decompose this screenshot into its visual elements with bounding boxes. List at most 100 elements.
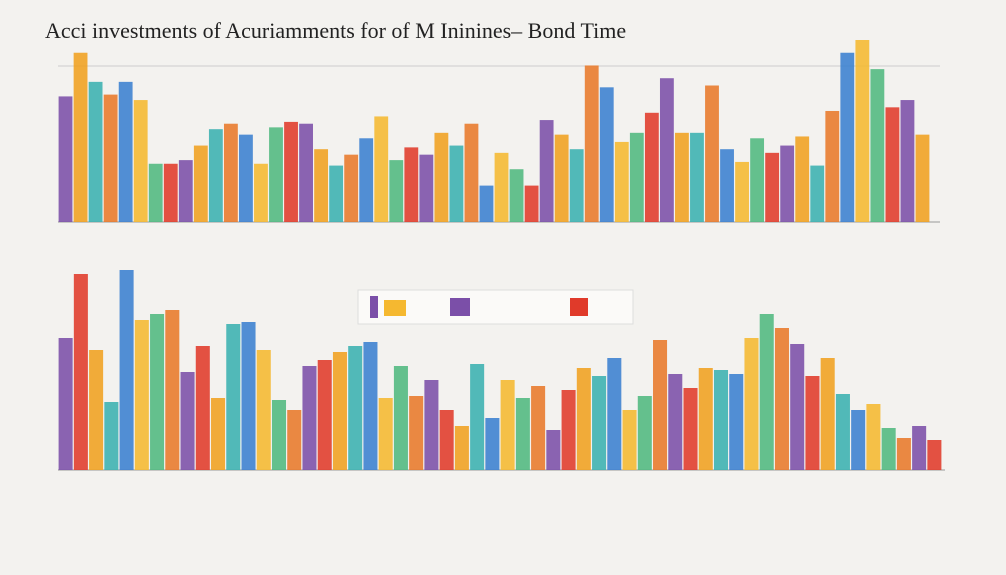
bar <box>449 145 464 222</box>
bar <box>58 96 73 222</box>
bar <box>912 426 927 470</box>
bar <box>494 152 509 222</box>
bar <box>424 380 439 470</box>
bar <box>855 40 870 222</box>
bar <box>73 52 88 222</box>
bar <box>644 112 659 222</box>
bar <box>256 350 271 470</box>
bar <box>509 169 524 222</box>
bar <box>58 338 73 470</box>
bar <box>104 402 119 470</box>
bar <box>409 396 424 470</box>
bar <box>302 366 317 470</box>
bar <box>765 152 780 222</box>
bar <box>810 165 825 222</box>
bar <box>805 376 820 470</box>
bar <box>576 368 591 470</box>
bar <box>329 165 344 222</box>
bar <box>378 398 393 470</box>
bar <box>119 270 134 470</box>
bar <box>607 358 622 470</box>
bar <box>729 374 744 470</box>
bar <box>287 410 302 470</box>
bar <box>133 100 148 222</box>
bar <box>900 100 915 222</box>
bar <box>393 366 408 470</box>
legend-swatch <box>384 300 406 316</box>
bar <box>851 410 866 470</box>
bar <box>271 400 287 470</box>
bar <box>546 430 561 470</box>
bar <box>561 390 576 470</box>
bar <box>735 161 749 222</box>
bar <box>690 132 704 222</box>
bar <box>820 358 835 470</box>
bar <box>698 368 713 470</box>
bar <box>348 346 363 470</box>
bar <box>269 127 283 222</box>
bar <box>134 320 149 470</box>
bar <box>668 374 683 470</box>
bar <box>165 310 180 470</box>
bar <box>470 364 485 470</box>
bar <box>774 328 789 470</box>
bar <box>705 85 719 222</box>
bar <box>193 145 208 222</box>
bar <box>539 120 554 222</box>
bar <box>720 149 734 222</box>
top-chart <box>58 40 930 223</box>
bar <box>344 154 359 222</box>
bar <box>254 163 268 222</box>
bar <box>454 426 469 470</box>
bar <box>896 438 911 470</box>
bar <box>317 360 332 470</box>
bar <box>332 352 347 470</box>
legend-box <box>357 289 634 325</box>
bar <box>211 398 226 470</box>
bar <box>629 132 644 222</box>
bar <box>870 69 885 223</box>
bar <box>744 338 759 470</box>
bar <box>759 314 774 470</box>
bar <box>835 394 850 470</box>
bar <box>881 428 896 470</box>
bar <box>653 340 668 470</box>
bar <box>866 404 881 470</box>
bar <box>790 344 805 470</box>
bar <box>622 410 637 470</box>
bar <box>404 147 419 222</box>
bar <box>223 123 238 222</box>
bar <box>825 110 840 222</box>
bar <box>659 78 674 222</box>
bar <box>675 132 689 222</box>
bar <box>241 322 256 470</box>
bar <box>88 81 103 222</box>
bar <box>569 149 584 222</box>
bar <box>150 314 165 470</box>
bar <box>239 134 253 222</box>
bar <box>915 134 930 222</box>
bar <box>73 274 88 470</box>
bar <box>614 141 629 222</box>
bar <box>178 160 193 222</box>
bar <box>795 136 810 222</box>
bar <box>434 132 449 222</box>
bar <box>118 81 133 222</box>
bar <box>554 134 569 222</box>
bar <box>284 121 298 222</box>
bar <box>584 65 599 222</box>
bar <box>389 160 404 222</box>
bar <box>599 87 614 222</box>
bar <box>840 52 855 222</box>
bar <box>683 388 698 470</box>
bar <box>103 94 118 222</box>
bottom-chart <box>58 270 942 470</box>
bar <box>163 163 178 222</box>
bar <box>374 116 389 222</box>
bar <box>713 370 729 470</box>
bar <box>299 123 313 222</box>
bar <box>780 145 795 222</box>
bar <box>89 350 104 470</box>
